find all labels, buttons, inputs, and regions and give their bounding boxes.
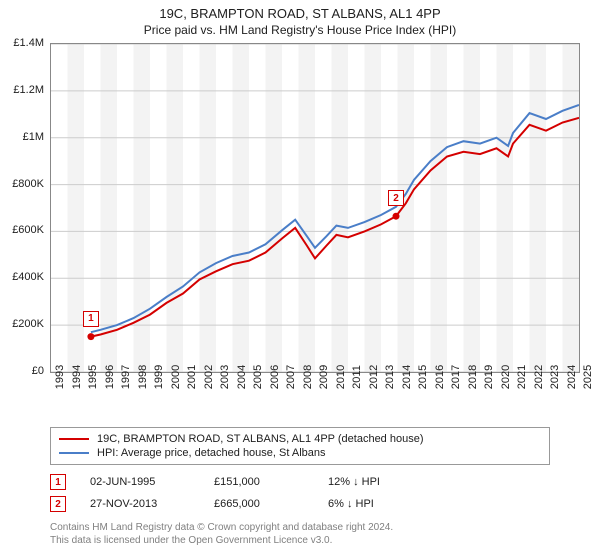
sale-delta: 6% ↓ HPI bbox=[328, 498, 418, 510]
x-tick-label: 2004 bbox=[236, 365, 248, 389]
x-tick-label: 2014 bbox=[401, 365, 413, 389]
legend-swatch bbox=[59, 452, 89, 454]
x-tick-label: 2000 bbox=[170, 365, 182, 389]
sale-marker-icon: 2 bbox=[50, 496, 66, 512]
x-tick-label: 1997 bbox=[120, 365, 132, 389]
sale-marker-icon: 1 bbox=[50, 474, 66, 490]
x-tick-label: 1999 bbox=[153, 365, 165, 389]
chart-container: 19C, BRAMPTON ROAD, ST ALBANS, AL1 4PP P… bbox=[0, 0, 600, 560]
chart-title: 19C, BRAMPTON ROAD, ST ALBANS, AL1 4PP bbox=[0, 0, 600, 21]
legend-label: HPI: Average price, detached house, St A… bbox=[97, 447, 326, 459]
footer-attribution: Contains HM Land Registry data © Crown c… bbox=[50, 521, 590, 547]
y-tick-label: £800K bbox=[12, 178, 44, 190]
x-tick-label: 2010 bbox=[335, 365, 347, 389]
x-tick-label: 2007 bbox=[285, 365, 297, 389]
sale-row: 1 02-JUN-1995 £151,000 12% ↓ HPI bbox=[50, 471, 600, 493]
x-tick-label: 1993 bbox=[54, 365, 66, 389]
x-tick-label: 2020 bbox=[500, 365, 512, 389]
sale-price: £665,000 bbox=[214, 498, 304, 510]
sales-table: 1 02-JUN-1995 £151,000 12% ↓ HPI 2 27-NO… bbox=[50, 471, 600, 515]
x-tick-label: 2015 bbox=[417, 365, 429, 389]
x-tick-label: 2012 bbox=[368, 365, 380, 389]
y-tick-label: £1M bbox=[23, 131, 44, 143]
y-tick-label: £0 bbox=[32, 365, 44, 377]
sale-price: £151,000 bbox=[214, 476, 304, 488]
x-tick-label: 2018 bbox=[467, 365, 479, 389]
x-tick-label: 2003 bbox=[219, 365, 231, 389]
x-tick-label: 2013 bbox=[384, 365, 396, 389]
x-tick-label: 2005 bbox=[252, 365, 264, 389]
footer-line-2: This data is licensed under the Open Gov… bbox=[50, 534, 590, 547]
chart-subtitle: Price paid vs. HM Land Registry's House … bbox=[0, 21, 600, 43]
legend-label: 19C, BRAMPTON ROAD, ST ALBANS, AL1 4PP (… bbox=[97, 433, 424, 445]
x-tick-label: 2016 bbox=[434, 365, 446, 389]
x-tick-label: 2023 bbox=[549, 365, 561, 389]
legend-row: 19C, BRAMPTON ROAD, ST ALBANS, AL1 4PP (… bbox=[59, 432, 541, 446]
sale-date: 02-JUN-1995 bbox=[90, 476, 190, 488]
x-tick-label: 2006 bbox=[269, 365, 281, 389]
x-tick-label: 2017 bbox=[450, 365, 462, 389]
x-tick-label: 1998 bbox=[137, 365, 149, 389]
sale-row: 2 27-NOV-2013 £665,000 6% ↓ HPI bbox=[50, 493, 600, 515]
x-tick-label: 2002 bbox=[203, 365, 215, 389]
y-tick-label: £600K bbox=[12, 224, 44, 236]
plot-area: 12 bbox=[50, 43, 580, 373]
x-tick-label: 2009 bbox=[318, 365, 330, 389]
x-tick-label: 2008 bbox=[302, 365, 314, 389]
x-tick-label: 1996 bbox=[104, 365, 116, 389]
legend-swatch bbox=[59, 438, 89, 440]
x-tick-label: 2021 bbox=[516, 365, 528, 389]
y-tick-label: £1.2M bbox=[13, 84, 44, 96]
legend-row: HPI: Average price, detached house, St A… bbox=[59, 446, 541, 460]
x-tick-label: 2019 bbox=[483, 365, 495, 389]
chart-plot-wrap: £0£200K£400K£600K£800K£1M£1.2M£1.4M 12 bbox=[50, 43, 580, 373]
y-tick-label: £1.4M bbox=[13, 37, 44, 49]
x-tick-label: 1994 bbox=[71, 365, 83, 389]
chart-svg bbox=[51, 44, 579, 372]
sale-delta: 12% ↓ HPI bbox=[328, 476, 418, 488]
footer-line-1: Contains HM Land Registry data © Crown c… bbox=[50, 521, 590, 534]
sale-date: 27-NOV-2013 bbox=[90, 498, 190, 510]
x-tick-label: 2024 bbox=[566, 365, 578, 389]
x-tick-label: 1995 bbox=[87, 365, 99, 389]
y-tick-label: £200K bbox=[12, 318, 44, 330]
x-tick-label: 2022 bbox=[533, 365, 545, 389]
x-tick-label: 2011 bbox=[351, 365, 363, 389]
x-tick-label: 2001 bbox=[186, 365, 198, 389]
sale-marker-on-chart: 2 bbox=[388, 190, 404, 206]
y-tick-label: £400K bbox=[12, 271, 44, 283]
x-tick-label: 2025 bbox=[582, 365, 594, 389]
x-axis-labels: 1993199419951996199719981999200020012002… bbox=[50, 373, 580, 423]
sale-marker-on-chart: 1 bbox=[83, 311, 99, 327]
legend-box: 19C, BRAMPTON ROAD, ST ALBANS, AL1 4PP (… bbox=[50, 427, 550, 465]
